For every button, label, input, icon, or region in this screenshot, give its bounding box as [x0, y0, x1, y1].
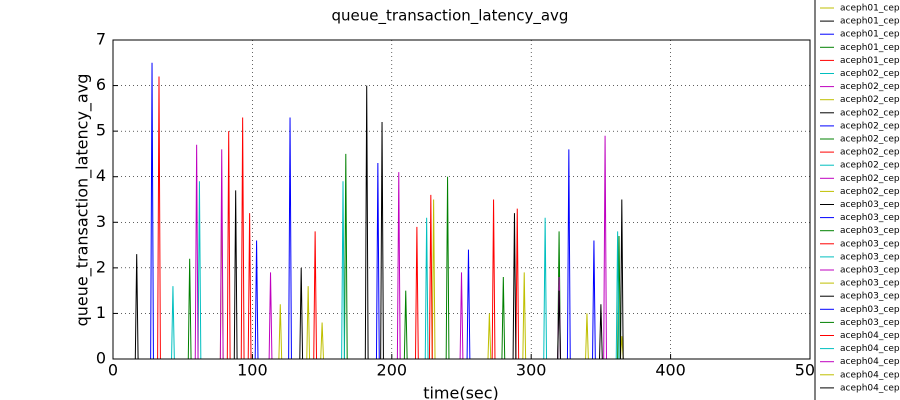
x-tick-label: 400	[655, 361, 686, 380]
x-tick-label: 200	[377, 361, 408, 380]
legend-label: aceph02_ceph	[840, 148, 900, 158]
grid	[112, 39, 811, 360]
series-line	[113, 153, 797, 360]
series-line	[113, 313, 797, 360]
legend-label: aceph02_ceph	[840, 69, 900, 79]
legend-label: aceph03_ceph	[840, 200, 900, 210]
y-axis-label: queue_transaction_latency_avg	[73, 74, 93, 327]
legend-label: aceph04_ceph	[840, 357, 900, 367]
series-line	[113, 231, 797, 360]
legend: aceph01_cephaceph01_cephaceph01_cephacep…	[814, 0, 900, 400]
legend-label: aceph03_ceph	[840, 266, 900, 276]
legend-label: aceph02_ceph	[840, 161, 900, 171]
legend-label: aceph04_ceph	[840, 344, 900, 354]
series-line	[113, 199, 797, 360]
legend-label: aceph03_ceph	[840, 226, 900, 236]
legend-label: aceph03_ceph	[840, 239, 900, 249]
legend-label: aceph03_ceph	[840, 252, 900, 262]
legend-label: aceph03_ceph	[840, 279, 900, 289]
series-line	[113, 304, 797, 360]
series-line	[113, 149, 797, 360]
chart-title: queue_transaction_latency_avg	[332, 7, 569, 26]
series-line	[113, 117, 797, 360]
legend-label: aceph04_ceph	[840, 383, 900, 393]
x-tick-label: 300	[516, 361, 547, 380]
legend-label: aceph02_ceph	[840, 135, 900, 145]
series-line	[113, 163, 797, 360]
series-line	[113, 172, 797, 360]
series-line	[113, 272, 797, 360]
series-line	[113, 194, 797, 360]
legend-label: aceph03_ceph	[840, 305, 900, 315]
x-tick-label: 0	[108, 361, 118, 380]
legend-label: aceph03_ceph	[840, 213, 900, 223]
series-line	[113, 149, 797, 360]
legend-label: aceph01_ceph	[840, 17, 900, 27]
plot-frame	[112, 39, 811, 360]
series-line	[113, 131, 797, 360]
legend-label: aceph02_ceph	[840, 174, 900, 184]
y-tick-label: 0	[96, 349, 106, 368]
x-axis-label: time(sec)	[423, 384, 499, 400]
series-line	[113, 135, 797, 360]
legend-label: aceph01_ceph	[840, 30, 900, 40]
legend-label: aceph01_ceph	[840, 43, 900, 53]
legend-box	[814, 0, 900, 400]
y-tick-label: 6	[96, 75, 106, 94]
y-tick-label: 1	[96, 303, 106, 322]
series-line	[113, 181, 797, 360]
series-line	[113, 235, 797, 360]
y-tick-label: 3	[96, 212, 106, 231]
series-line	[113, 217, 797, 360]
legend-label: aceph01_ceph	[840, 56, 900, 66]
series-line	[113, 217, 797, 360]
series-line	[113, 199, 797, 360]
series-line	[113, 117, 797, 360]
legend-label: aceph03_ceph	[840, 318, 900, 328]
series-line	[113, 181, 797, 360]
legend-label: aceph04_ceph	[840, 331, 900, 341]
series-line	[113, 194, 797, 360]
legend-label: aceph04_ceph	[840, 370, 900, 380]
series-line	[113, 213, 797, 360]
legend-label: aceph02_ceph	[840, 82, 900, 92]
series-line	[113, 190, 797, 360]
y-tick-label: 5	[96, 121, 106, 140]
legend-label: aceph02_ceph	[840, 187, 900, 197]
series-line	[113, 76, 797, 360]
legend-label: aceph02_ceph	[840, 95, 900, 105]
legend-label: aceph01_ceph	[840, 4, 900, 14]
legend-label: aceph02_ceph	[840, 108, 900, 118]
y-tick-label: 4	[96, 166, 106, 185]
series-line	[113, 62, 797, 360]
x-tick-label: 100	[237, 361, 268, 380]
legend-label: aceph03_ceph	[840, 292, 900, 302]
y-tick-label: 2	[96, 257, 106, 276]
plot-lines	[113, 62, 797, 360]
y-tick-label: 7	[96, 30, 106, 49]
series-line	[113, 122, 797, 360]
legend-label: aceph02_ceph	[840, 121, 900, 131]
